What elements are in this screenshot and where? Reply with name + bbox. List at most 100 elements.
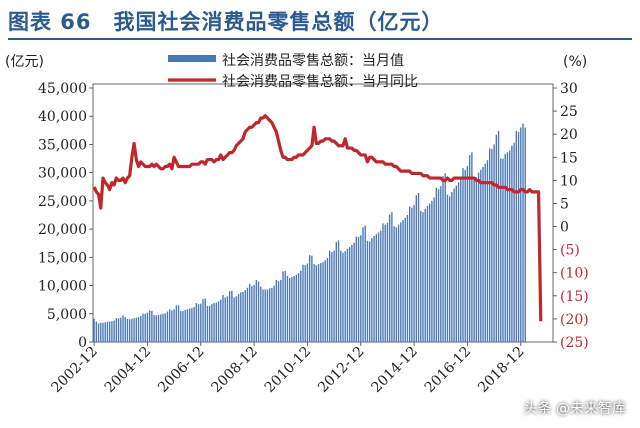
bar <box>140 316 142 342</box>
bar <box>477 172 480 342</box>
bar <box>486 160 489 342</box>
bar <box>137 317 140 342</box>
bar <box>111 321 113 342</box>
bar <box>251 286 253 342</box>
bar <box>371 238 373 342</box>
bar <box>191 308 193 342</box>
bar <box>260 286 262 342</box>
bar <box>144 313 146 342</box>
bar <box>360 235 362 342</box>
bar <box>420 211 422 342</box>
bar <box>324 260 326 342</box>
bar <box>442 176 444 342</box>
bar <box>102 322 104 342</box>
bar <box>280 279 282 342</box>
bar <box>437 189 440 342</box>
bar <box>353 242 355 342</box>
y-left-tick-label: 15,000 <box>38 250 87 266</box>
bar <box>497 130 500 342</box>
bar <box>128 319 131 342</box>
bar <box>422 212 424 342</box>
bar <box>184 309 186 342</box>
y-left-tick-label: 20,000 <box>38 222 87 238</box>
bar <box>157 314 160 342</box>
y-right-tick-label: 30 <box>560 81 578 97</box>
bar <box>406 215 409 342</box>
bar <box>511 145 513 342</box>
bar <box>473 176 475 342</box>
y-right-tick-label: 10 <box>560 173 578 189</box>
x-tick-label: 2008-12 <box>208 344 260 396</box>
bar <box>340 250 342 342</box>
legend-swatch-bar <box>168 55 216 62</box>
bar <box>424 208 426 342</box>
bar <box>466 165 469 342</box>
bar <box>444 173 446 342</box>
y-left-tick-label: 25,000 <box>38 194 87 210</box>
bar <box>220 299 222 342</box>
bar <box>384 224 386 342</box>
bar <box>320 262 322 342</box>
bar <box>428 203 431 342</box>
bar <box>288 278 291 342</box>
bar <box>506 152 509 342</box>
bar <box>500 158 502 342</box>
bar <box>231 290 233 342</box>
bar <box>426 205 429 342</box>
bar <box>182 310 184 342</box>
y-left-tick-label: 10,000 <box>38 279 87 295</box>
bar <box>435 187 438 342</box>
bar <box>488 148 491 342</box>
bar <box>171 310 173 342</box>
y-left-tick-label: 5,000 <box>47 307 87 323</box>
bar <box>504 154 506 342</box>
legend-label-line: 社会消费品零售总额：当月同比 <box>222 74 418 90</box>
y-right-tick-label: 0 <box>560 220 569 236</box>
bar <box>508 150 511 342</box>
bar <box>202 299 204 342</box>
bar <box>177 305 180 342</box>
figure-title: 图表 66 我国社会消费品零售总额（亿元） <box>8 10 444 34</box>
bar <box>388 214 391 342</box>
bar <box>464 169 466 342</box>
bar <box>495 134 498 342</box>
bar <box>126 318 129 342</box>
y-right-unit: (%) <box>563 54 587 70</box>
bar <box>482 167 484 342</box>
bar <box>264 289 266 342</box>
y-left-tick-label: 45,000 <box>38 81 87 97</box>
bar <box>104 322 106 342</box>
bar <box>175 305 178 342</box>
bar <box>380 230 382 342</box>
bar <box>335 242 338 342</box>
x-tick-label: 2016-12 <box>422 344 474 396</box>
bar <box>168 309 171 342</box>
bar <box>160 314 162 342</box>
bar <box>215 302 218 342</box>
bar <box>520 127 522 342</box>
bar <box>173 309 175 342</box>
bar <box>502 158 504 342</box>
bar <box>222 295 224 342</box>
bar <box>308 255 311 342</box>
y-right-tick-label: (15) <box>560 289 589 305</box>
bar <box>393 226 395 342</box>
bar <box>275 279 278 342</box>
bar <box>255 279 258 342</box>
bar <box>162 313 164 342</box>
y-right-tick-label: (10) <box>560 266 589 282</box>
x-tick-label: 2018-12 <box>475 344 527 396</box>
bar <box>268 288 271 342</box>
bar <box>373 235 375 342</box>
bar <box>297 273 300 342</box>
bar <box>146 312 149 342</box>
bar <box>108 321 111 342</box>
bar <box>348 247 351 342</box>
bar <box>273 285 275 342</box>
bar <box>153 314 155 342</box>
bar <box>455 185 458 342</box>
bar <box>517 132 520 342</box>
bar <box>204 298 206 342</box>
bar <box>317 264 320 342</box>
bar <box>484 163 486 342</box>
